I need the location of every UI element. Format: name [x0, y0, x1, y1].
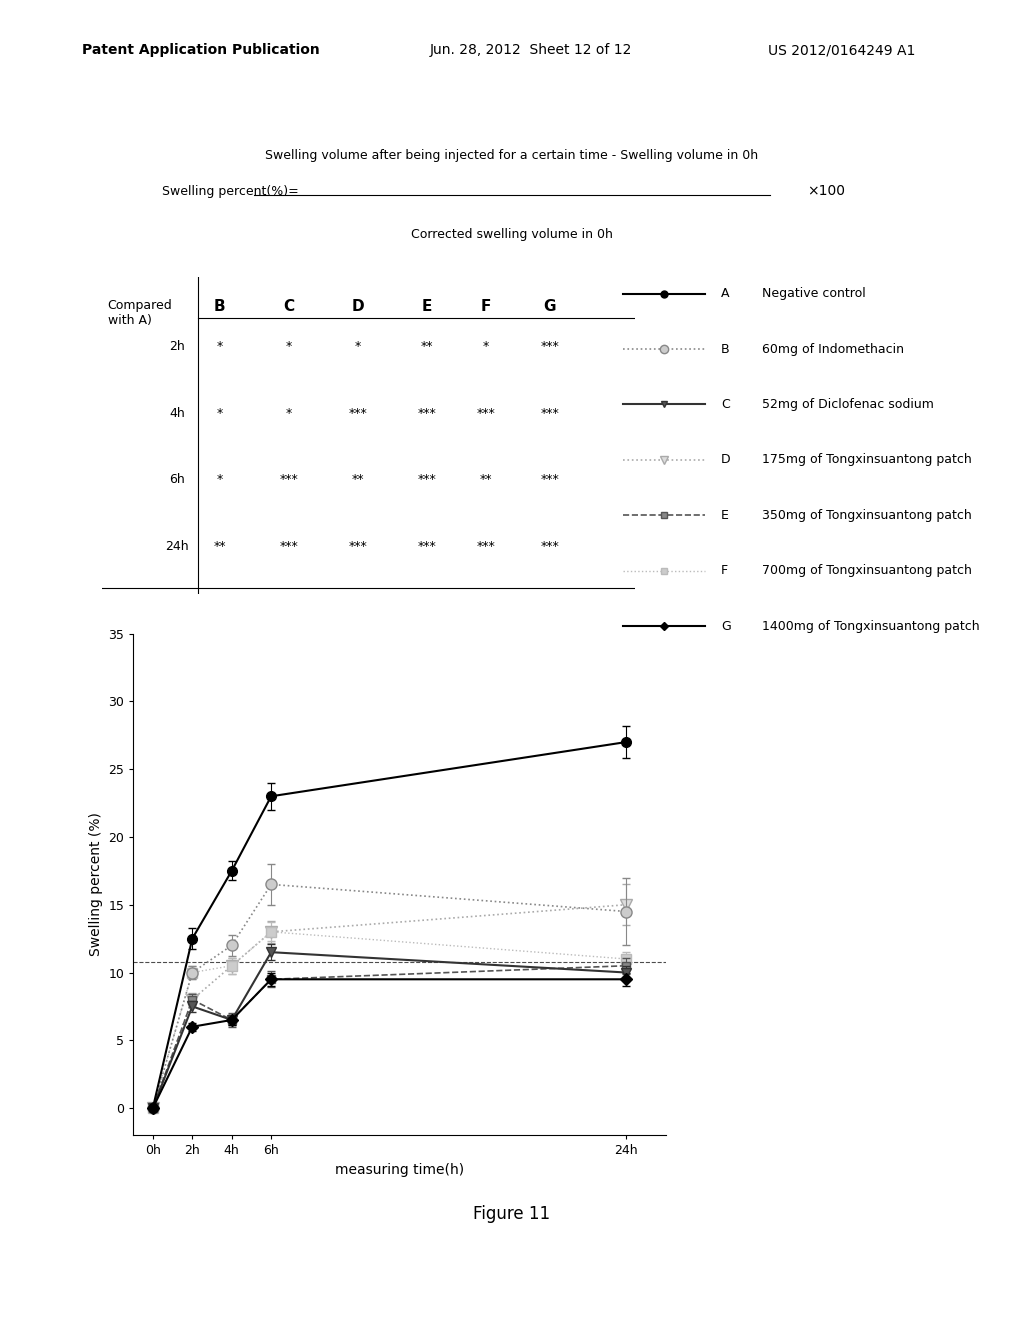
Text: G: G [544, 300, 556, 314]
Text: **: ** [421, 341, 433, 354]
Text: **: ** [213, 540, 226, 553]
Text: Corrected swelling volume in 0h: Corrected swelling volume in 0h [411, 228, 613, 242]
Text: 2h: 2h [169, 341, 184, 354]
Text: A: A [721, 286, 729, 300]
Text: E: E [721, 508, 729, 521]
Text: Patent Application Publication: Patent Application Publication [82, 44, 319, 57]
Text: B: B [214, 300, 225, 314]
Text: **: ** [351, 474, 365, 487]
Text: ***: *** [418, 474, 436, 487]
Text: ***: *** [348, 540, 368, 553]
Text: *: * [216, 341, 222, 354]
Text: D: D [351, 300, 365, 314]
Text: F: F [721, 564, 728, 577]
Text: C: C [721, 397, 730, 411]
Text: ***: *** [541, 474, 559, 487]
Text: Jun. 28, 2012  Sheet 12 of 12: Jun. 28, 2012 Sheet 12 of 12 [430, 44, 633, 57]
Text: 6h: 6h [169, 474, 184, 487]
Text: *: * [355, 341, 361, 354]
Text: F: F [480, 300, 490, 314]
Text: 60mg of Indomethacin: 60mg of Indomethacin [762, 342, 904, 355]
Text: 1400mg of Tongxinsuantong patch: 1400mg of Tongxinsuantong patch [762, 619, 980, 632]
Text: 24h: 24h [165, 540, 188, 553]
Text: Figure 11: Figure 11 [473, 1205, 551, 1224]
Text: ***: *** [418, 540, 436, 553]
Text: 4h: 4h [169, 407, 184, 420]
Text: **: ** [479, 474, 493, 487]
Text: ×100: ×100 [807, 185, 845, 198]
Text: US 2012/0164249 A1: US 2012/0164249 A1 [768, 44, 915, 57]
Text: ***: *** [541, 540, 559, 553]
Text: 175mg of Tongxinsuantong patch: 175mg of Tongxinsuantong patch [762, 453, 972, 466]
Text: D: D [721, 453, 730, 466]
Text: E: E [422, 300, 432, 314]
Text: ***: *** [280, 474, 298, 487]
X-axis label: measuring time(h): measuring time(h) [335, 1163, 464, 1177]
Text: G: G [721, 619, 731, 632]
Text: Compared
with A): Compared with A) [108, 300, 172, 327]
Text: *: * [216, 474, 222, 487]
Text: Swelling percent(%)=: Swelling percent(%)= [162, 185, 299, 198]
Y-axis label: Swelling percent (%): Swelling percent (%) [89, 813, 102, 956]
Text: *: * [286, 407, 292, 420]
Text: 52mg of Diclofenac sodium: 52mg of Diclofenac sodium [762, 397, 934, 411]
Text: ***: *** [541, 341, 559, 354]
Text: ***: *** [348, 407, 368, 420]
Text: *: * [482, 341, 488, 354]
Text: ***: *** [476, 540, 496, 553]
Text: *: * [286, 341, 292, 354]
Text: C: C [284, 300, 294, 314]
Text: 700mg of Tongxinsuantong patch: 700mg of Tongxinsuantong patch [762, 564, 972, 577]
Text: ***: *** [476, 407, 496, 420]
Text: Negative control: Negative control [762, 286, 865, 300]
Text: ***: *** [418, 407, 436, 420]
Text: Swelling volume after being injected for a certain time - Swelling volume in 0h: Swelling volume after being injected for… [265, 149, 759, 162]
Text: B: B [721, 342, 729, 355]
Text: 350mg of Tongxinsuantong patch: 350mg of Tongxinsuantong patch [762, 508, 972, 521]
Text: ***: *** [280, 540, 298, 553]
Text: ***: *** [541, 407, 559, 420]
Text: *: * [216, 407, 222, 420]
